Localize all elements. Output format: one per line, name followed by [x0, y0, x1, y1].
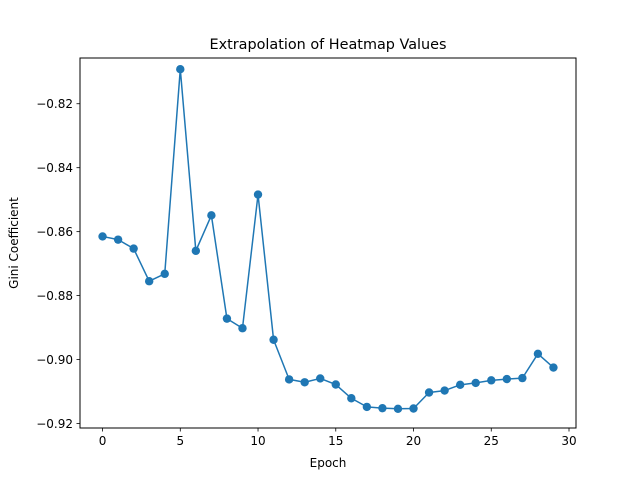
data-point — [455, 380, 465, 390]
plot-frame — [79, 57, 577, 429]
series-layer — [98, 64, 558, 414]
x-tick-label: 20 — [406, 434, 421, 448]
data-point — [487, 376, 496, 385]
data-point — [144, 277, 154, 286]
x-tick-label: 30 — [561, 434, 576, 448]
data-point — [176, 64, 185, 74]
x-tick-label: 15 — [328, 434, 343, 448]
data-point — [393, 404, 403, 414]
data-point — [269, 335, 278, 344]
data-point — [378, 403, 387, 413]
y-axis-label: Gini Coefficient — [7, 197, 21, 289]
x-tick-label: 0 — [99, 434, 107, 448]
data-point — [440, 386, 449, 395]
y-tick-label: −0.86 — [36, 225, 73, 239]
data-point — [222, 314, 232, 323]
data-point — [331, 380, 340, 389]
data-point — [316, 374, 325, 383]
data-point — [471, 378, 480, 388]
data-point — [238, 324, 247, 333]
y-axis-ticks: −0.92 −0.90 −0.88 −0.86 −0.84 −0.82 — [36, 97, 80, 431]
data-point — [533, 349, 543, 359]
data-point — [518, 373, 527, 383]
data-point — [113, 235, 123, 244]
data-point — [502, 374, 512, 384]
y-tick-label: −0.90 — [36, 353, 73, 367]
data-point — [191, 246, 201, 256]
data-point — [362, 402, 372, 412]
x-axis-ticks: 0 5 10 15 20 25 30 — [99, 428, 577, 448]
data-point — [160, 269, 169, 279]
x-axis-label: Epoch — [310, 456, 347, 470]
data-point — [347, 394, 356, 403]
data-point — [549, 363, 558, 372]
data-point — [300, 378, 309, 387]
y-tick-label: −0.88 — [36, 289, 73, 303]
data-point — [129, 244, 138, 253]
plot-area — [80, 58, 576, 428]
x-tick-label: 10 — [250, 434, 265, 448]
y-tick-label: −0.92 — [36, 417, 73, 431]
y-tick-label: −0.84 — [36, 161, 73, 175]
data-point — [98, 232, 107, 241]
data-point — [207, 211, 216, 220]
data-point — [409, 404, 418, 413]
y-tick-label: −0.82 — [36, 97, 73, 111]
x-tick-label: 25 — [484, 434, 499, 448]
x-tick-label: 5 — [176, 434, 184, 448]
data-point — [424, 388, 434, 397]
data-point — [284, 375, 294, 384]
data-point — [253, 190, 263, 199]
chart-title: Extrapolation of Heatmap Values — [209, 37, 446, 53]
